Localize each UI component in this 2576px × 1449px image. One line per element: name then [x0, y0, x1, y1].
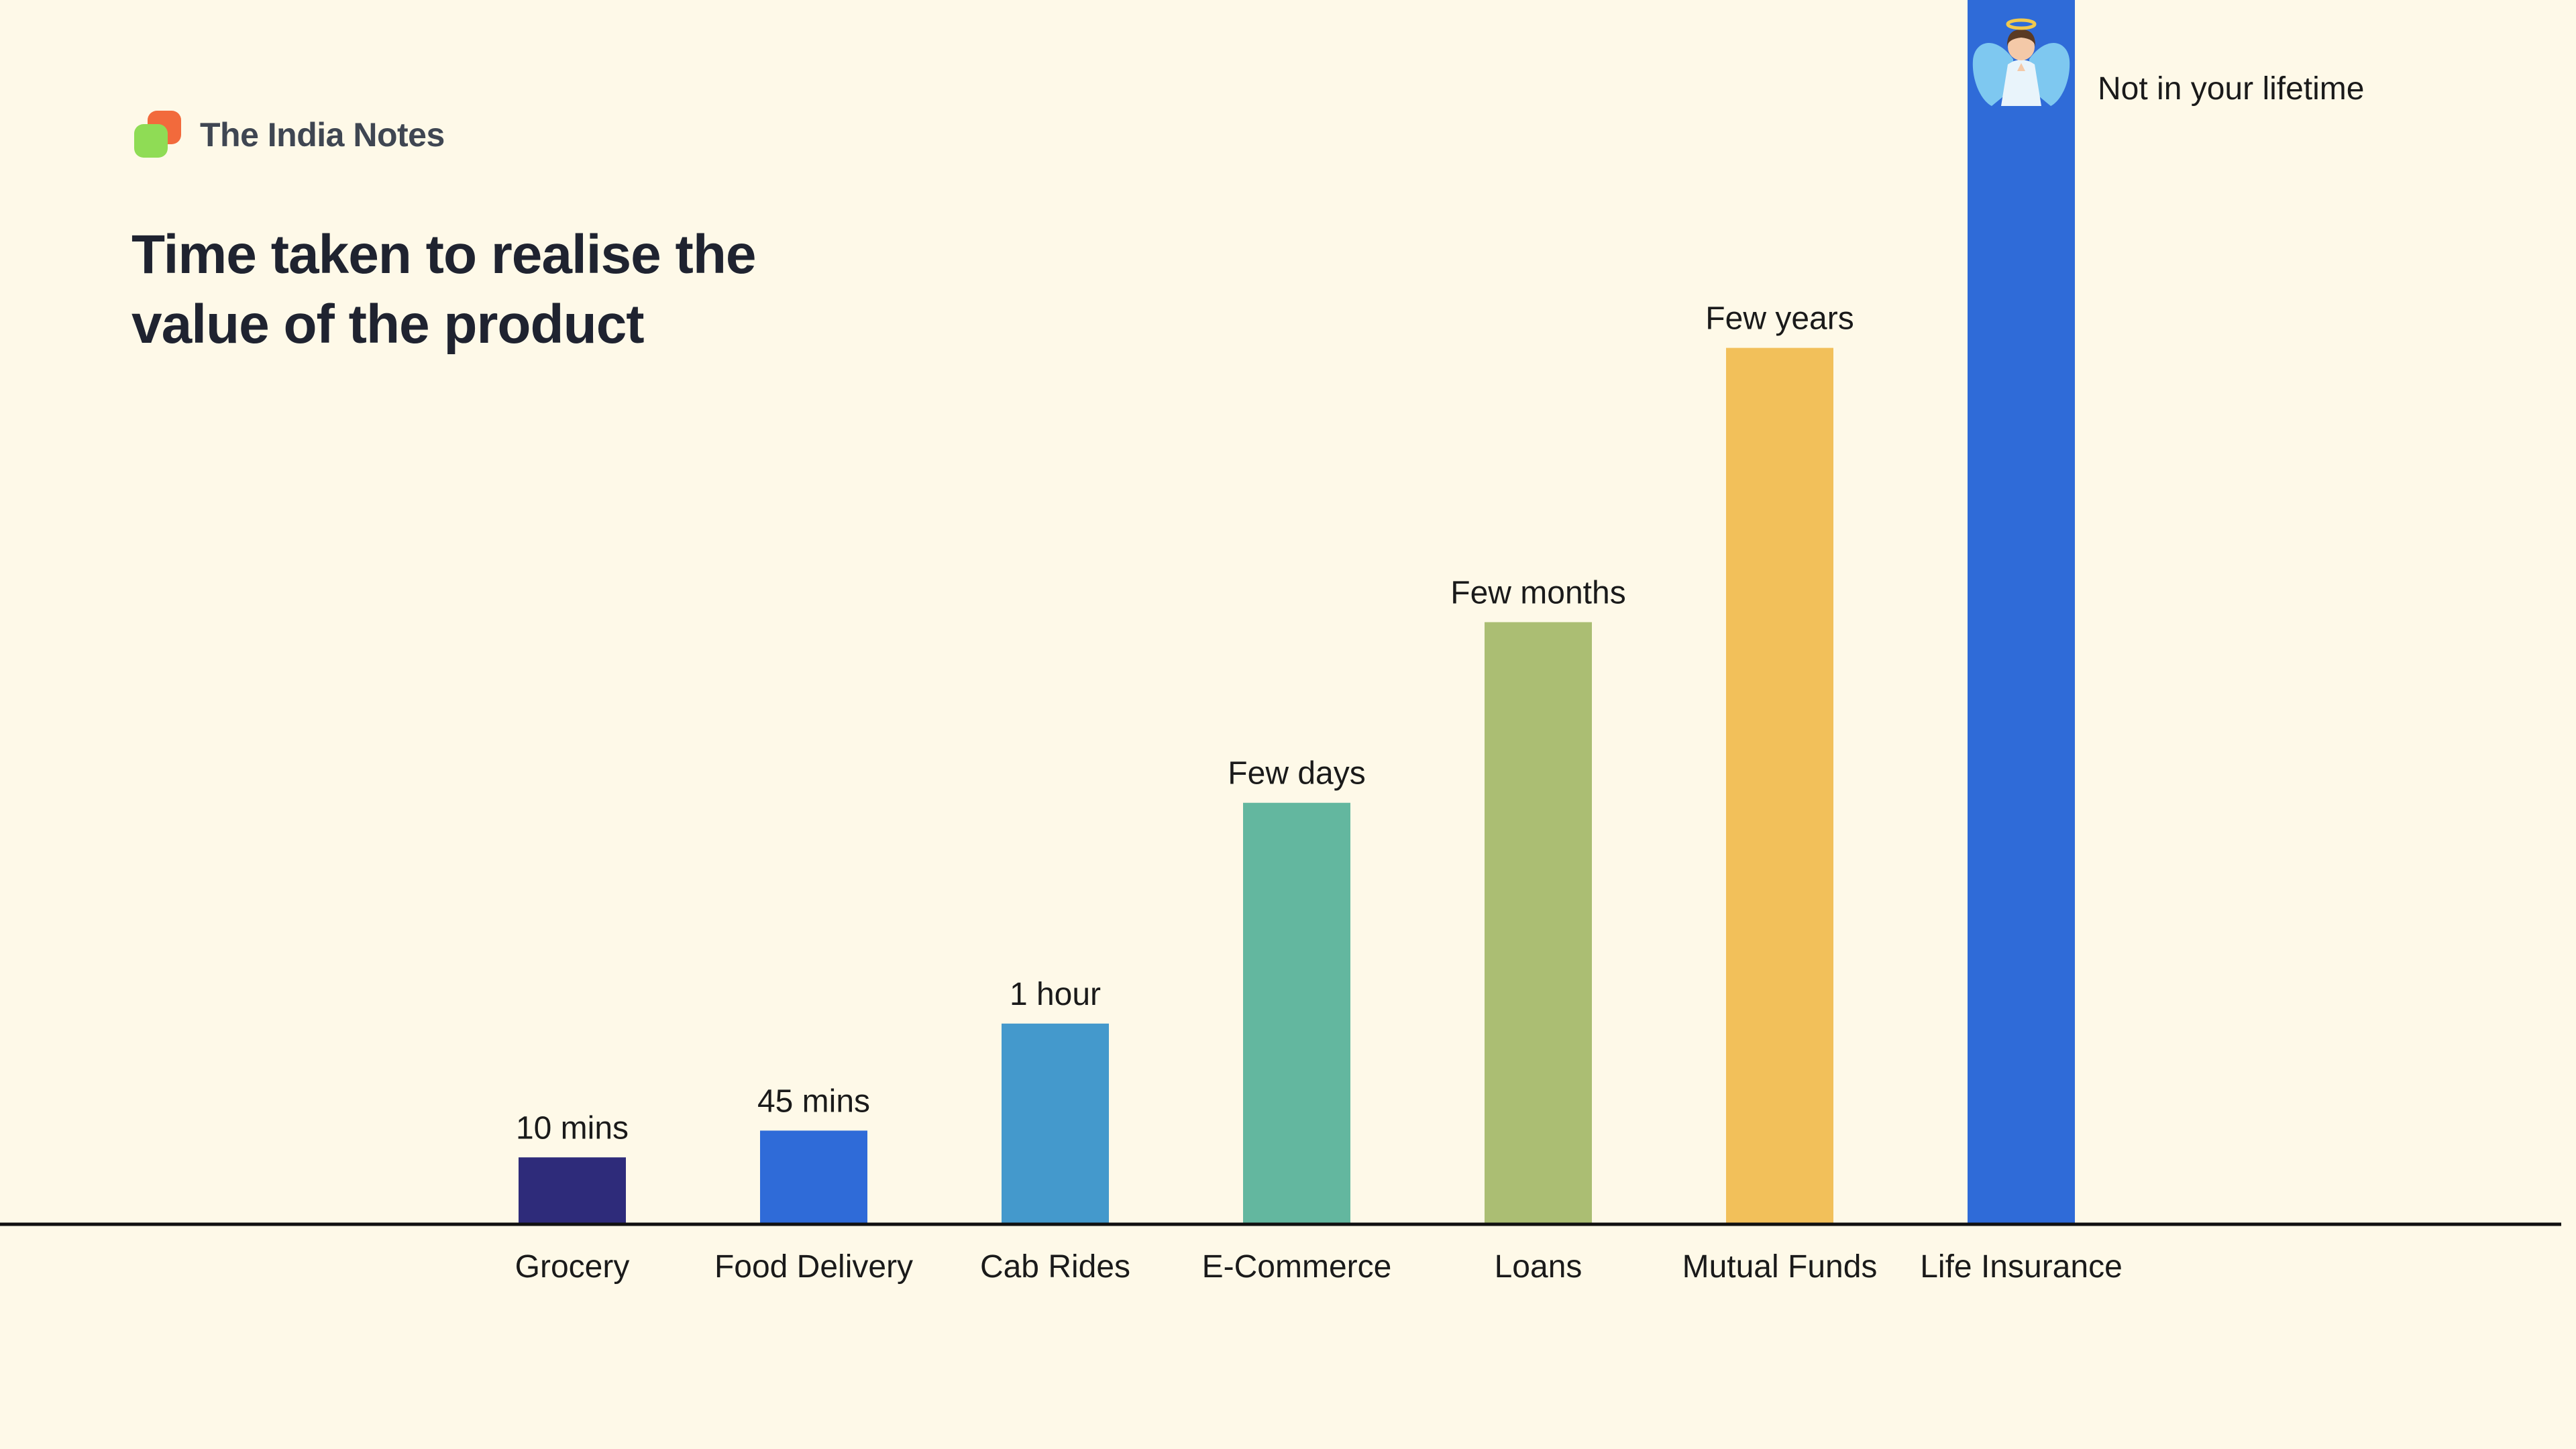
bar-life-insurance — [1968, 0, 2075, 1224]
data-label-e-commerce: Few days — [1228, 756, 1365, 792]
data-label-mutual-funds: Few years — [1705, 301, 1854, 337]
bar-food-delivery — [760, 1130, 867, 1224]
angel-icon — [1972, 18, 2070, 106]
x-tick-label-grocery: Grocery — [515, 1249, 630, 1285]
x-tick-label-e-commerce: E-Commerce — [1202, 1249, 1392, 1285]
bar-mutual-funds — [1726, 347, 1833, 1224]
brand-logo-icon — [134, 111, 182, 159]
data-label-grocery: 10 mins — [516, 1110, 629, 1146]
bar-grocery — [519, 1157, 626, 1224]
brand-name: The India Notes — [200, 116, 445, 154]
bar-loans — [1485, 622, 1592, 1224]
x-tick-label-cab-rides: Cab Rides — [980, 1249, 1130, 1285]
data-label-cab-rides: 1 hour — [1010, 977, 1101, 1012]
chart-title: Time taken to realise the value of the p… — [131, 224, 757, 355]
brand: The India Notes — [134, 111, 445, 159]
bar-cab-rides — [1002, 1023, 1109, 1224]
x-tick-label-food-delivery: Food Delivery — [714, 1249, 913, 1285]
data-label-loans: Few months — [1450, 575, 1625, 610]
x-tick-label-mutual-funds: Mutual Funds — [1682, 1249, 1878, 1285]
data-label-life-insurance: Not in your lifetime — [2098, 71, 2364, 107]
x-tick-label-life-insurance: Life Insurance — [1920, 1249, 2123, 1285]
data-label-food-delivery: 45 mins — [757, 1083, 870, 1119]
bar-e-commerce — [1243, 802, 1350, 1224]
x-tick-label-loans: Loans — [1495, 1249, 1582, 1285]
